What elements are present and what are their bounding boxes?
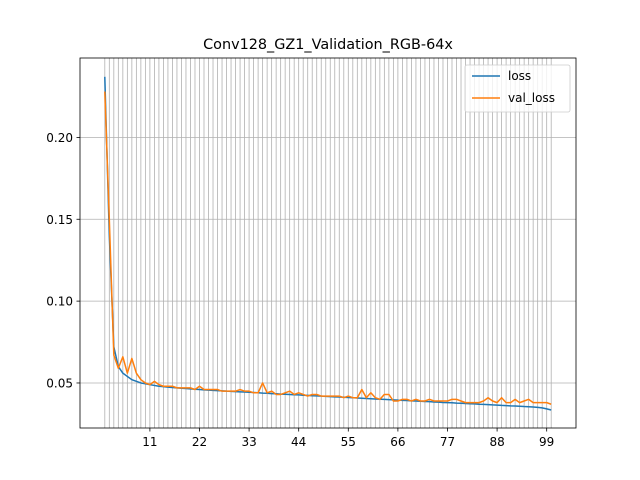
x-tick-label: 11 <box>142 435 157 449</box>
y-tick-label: 0.20 <box>46 131 73 145</box>
axes-frame <box>79 57 577 429</box>
x-tick-label: 66 <box>390 435 405 449</box>
x-tick-label: 22 <box>192 435 207 449</box>
tick-layer: 11 22 33 44 55 66 77 88 99 0.05 0.10 0.15 0.20 <box>46 131 554 449</box>
x-tick-label: 99 <box>539 435 554 449</box>
y-tick-label: 0.05 <box>46 376 73 390</box>
chart-title: Conv128_GZ1_Validation_RGB-64x <box>203 37 453 53</box>
series-layer <box>104 76 552 411</box>
x-tick-label: 55 <box>341 435 356 449</box>
grid-layer <box>80 58 576 428</box>
x-tick-label: 88 <box>489 435 504 449</box>
legend-label-val-loss: val_loss <box>508 91 555 105</box>
x-tick-label: 77 <box>440 435 455 449</box>
legend: loss val_loss <box>464 64 571 113</box>
series-line-val-loss <box>104 91 552 405</box>
legend-label-loss: loss <box>508 69 531 83</box>
x-tick-label: 33 <box>241 435 256 449</box>
y-tick-label: 0.10 <box>46 295 73 309</box>
x-tick-label: 44 <box>291 435 306 449</box>
y-tick-label: 0.15 <box>46 213 73 227</box>
